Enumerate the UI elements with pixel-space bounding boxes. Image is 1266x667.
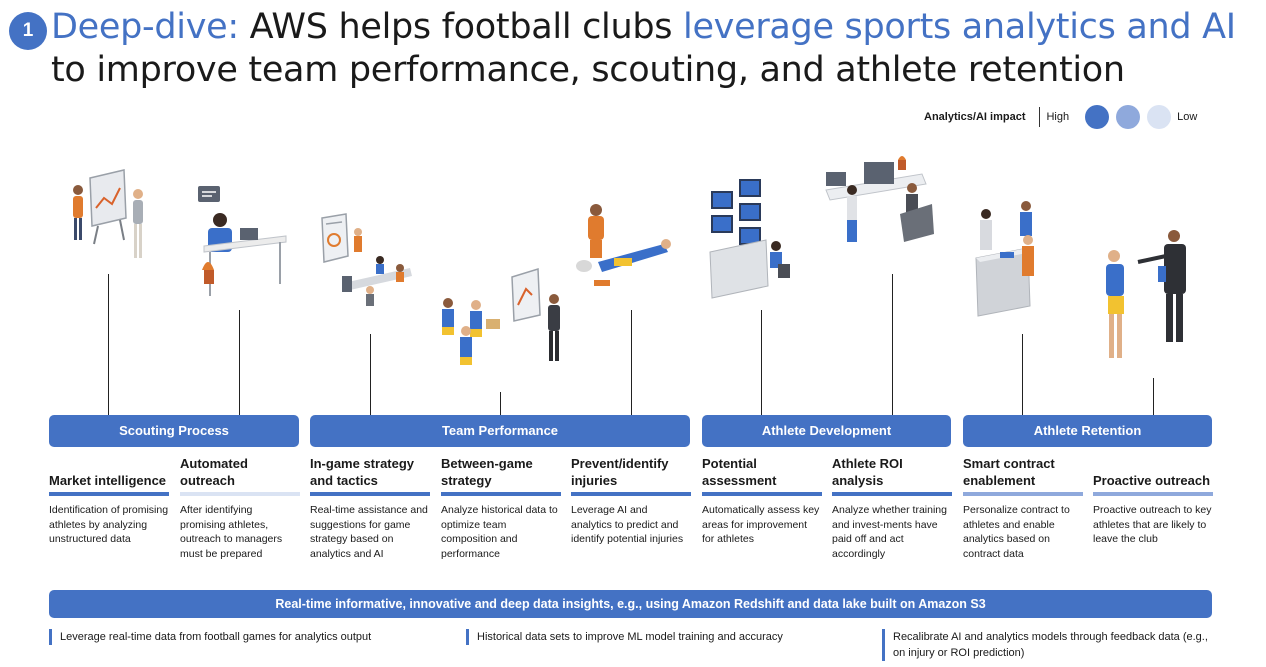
bottom-point-recalibrate-models: Recalibrate AI and analytics models thro… — [882, 629, 1222, 661]
use-case-athlete-roi: Athlete ROI analysis Analyze whether tra… — [832, 454, 952, 561]
title-lead: Deep-dive: — [51, 7, 239, 47]
bottom-point-historical-data: Historical data sets to improve ML model… — [466, 629, 806, 645]
use-case-title: Athlete ROI analysis — [832, 456, 903, 488]
connector-line — [500, 392, 501, 415]
use-case-proactive-outreach: Proactive outreach Proactive outreach to… — [1093, 454, 1213, 547]
connector-line — [108, 274, 109, 415]
category-scouting-process: Scouting Process — [49, 415, 299, 447]
use-case-description: Proactive outreach to key athletes that … — [1093, 504, 1212, 545]
connector-line — [1153, 378, 1154, 415]
connector-line — [631, 310, 632, 415]
impact-rule-medium — [1093, 492, 1213, 496]
use-case-title: Automated outreach — [180, 456, 248, 488]
use-case-in-game-strategy: In-game strategy and tactics Real-time a… — [310, 454, 430, 561]
use-case-description: Automatically assess key areas for impro… — [702, 504, 820, 545]
use-case-description: Analyze historical data to optimize team… — [441, 504, 558, 560]
use-case-between-game-strategy: Between-game strategy Analyze historical… — [441, 454, 561, 561]
legend-divider — [1039, 107, 1041, 127]
impact-rule-high — [832, 492, 952, 496]
use-case-automated-outreach: Automated outreach After identifying pro… — [180, 454, 300, 561]
contract-meeting-illustration — [975, 201, 1034, 317]
impact-rule-high — [702, 492, 822, 496]
use-case-title: Market intelligence — [49, 473, 167, 488]
impact-rule-high — [49, 492, 169, 496]
use-case-description: Analyze whether training and invest-ment… — [832, 504, 947, 560]
data-insights-bar: Real-time informative, innovative and de… — [49, 590, 1212, 618]
category-team-performance: Team Performance — [310, 415, 690, 447]
use-case-market-intelligence: Market intelligence Identification of pr… — [49, 454, 169, 547]
use-case-title: Prevent/identify injuries — [571, 456, 669, 488]
use-case-prevent-injuries: Prevent/identify injuries Leverage AI an… — [571, 454, 691, 547]
slide-number-badge: 1 — [9, 12, 47, 50]
use-case-description: Real-time assistance and suggestions for… — [310, 504, 428, 560]
slide-title: Deep-dive: AWS helps football clubs leve… — [51, 6, 1251, 92]
use-case-description: After identifying promising athletes, ou… — [180, 504, 283, 560]
office-desk-illustration — [198, 186, 287, 296]
use-case-title: Proactive outreach — [1093, 473, 1211, 488]
use-case-description: Leverage AI and analytics to predict and… — [571, 504, 684, 545]
legend-title: Analytics/AI impact — [924, 111, 1026, 123]
use-case-smart-contract: Smart contract enablement Personalize co… — [963, 454, 1083, 561]
connector-line — [892, 274, 893, 415]
legend-low-label: Low — [1177, 111, 1198, 123]
category-athlete-development: Athlete Development — [702, 415, 951, 447]
team-huddle-coach-illustration — [442, 267, 560, 365]
category-athlete-retention: Athlete Retention — [963, 415, 1212, 447]
impact-legend: Analytics/AI impact High Low — [924, 104, 1197, 130]
use-case-title: In-game strategy and tactics — [310, 456, 415, 488]
title-text-2: to improve team performance, scouting, a… — [51, 50, 1125, 90]
bottom-point-real-time-data: Leverage real-time data from football ga… — [49, 629, 389, 645]
legend-high-label: High — [1046, 111, 1070, 123]
connector-line — [370, 334, 371, 415]
impact-rule-medium — [963, 492, 1083, 496]
title-highlight: leverage sports analytics and AI — [683, 7, 1236, 47]
athlete-roi-workstation-illustration — [825, 156, 934, 242]
use-case-description: Identification of promising athletes by … — [49, 504, 169, 545]
analyst-monitors-illustration — [709, 179, 790, 299]
scouting-whiteboard-illustration — [73, 169, 143, 258]
connector-line — [761, 310, 762, 415]
connector-line — [239, 310, 240, 415]
impact-rule-high — [310, 492, 430, 496]
title-text-1: AWS helps football clubs — [238, 7, 684, 47]
team-strategy-meeting-illustration — [321, 213, 412, 306]
use-case-potential-assessment: Potential assessment Automatically asses… — [702, 454, 822, 547]
use-case-title: Between-game strategy — [441, 456, 533, 488]
proactive-outreach-illustration — [1106, 230, 1186, 358]
use-case-title: Potential assessment — [702, 456, 777, 488]
injury-treatment-illustration — [576, 204, 671, 286]
legend-low-dot — [1147, 105, 1172, 129]
legend-medium-dot — [1116, 105, 1141, 129]
impact-rule-high — [441, 492, 561, 496]
use-case-description: Personalize contract to athletes and ena… — [963, 504, 1070, 560]
legend-high-dot — [1085, 105, 1110, 129]
impact-rule-high — [571, 492, 691, 496]
impact-rule-low — [180, 492, 300, 496]
connector-line — [1022, 334, 1023, 415]
use-case-title: Smart contract enablement — [963, 456, 1055, 488]
